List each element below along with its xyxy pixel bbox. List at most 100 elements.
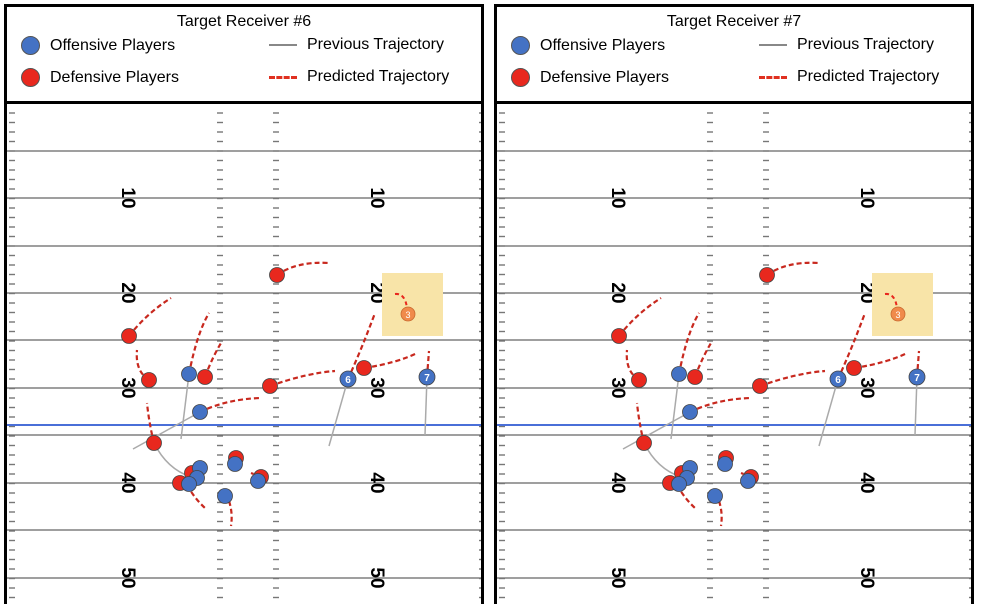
legend-offense: Offensive Players [511,36,665,55]
offensive-player [217,488,233,504]
defensive-player [269,267,285,283]
predicted-trajectory [717,500,723,527]
yard-number: 30 [856,377,877,398]
predicted-trajectory [766,261,820,276]
legend-offense: Offensive Players [21,36,175,55]
legend-defense: Defensive Players [21,68,179,87]
legend-label: Previous Trajectory [307,36,444,53]
offense-dot-icon [21,36,40,55]
defensive-player [687,369,703,385]
target-highlight-box [872,273,933,336]
target-jersey-number: 3 [895,310,900,320]
predicted-trajectory [759,369,826,388]
panel-receiver-6: Target Receiver #6 Offensive Players Def… [4,4,484,604]
legend-label: Predicted Trajectory [307,68,450,85]
predicted-trajectory [276,261,330,276]
panel-title: Target Receiver #7 [666,13,802,30]
defensive-player [636,435,652,451]
legend-label: Defensive Players [50,68,179,86]
jersey-number: 6 [345,375,351,386]
predicted-trajectory [394,292,408,309]
defensive-player [262,378,278,394]
previous-trajectory [914,376,918,436]
jersey-number: 7 [424,373,430,384]
panel-receiver-7: Target Receiver #7 Offensive Players Def… [494,4,974,604]
yard-number: 40 [117,472,138,493]
previous-trajectory [328,378,349,447]
offense-dot-icon [511,36,530,55]
jersey-number: 6 [835,375,841,386]
defensive-player [356,360,372,376]
target-player [400,306,416,322]
offensive-player [707,488,723,504]
offensive-player [829,370,847,388]
target-jersey-number: 3 [405,310,410,320]
defense-dot-icon [21,68,40,87]
defensive-player [752,378,768,394]
defensive-player [846,360,862,376]
previous-trajectory [424,376,428,436]
offensive-player [181,366,197,382]
legend-label: Previous Trajectory [797,36,934,53]
predicted-trajectory [269,369,336,388]
predicted-trajectory [689,396,752,413]
offensive-player [418,368,436,386]
yard-number: 40 [856,472,877,493]
offensive-player [339,370,357,388]
legend-header: Target Receiver #6 Offensive Players Def… [7,7,481,104]
defensive-player [197,369,213,385]
panel-title: Target Receiver #6 [176,13,312,30]
previous-trajectory [818,378,839,447]
previous-trajectory [132,411,201,450]
predicted-trajectory [363,352,418,370]
yard-number: 10 [117,187,138,208]
yard-number: 40 [607,472,628,493]
yard-number: 20 [366,282,387,303]
defensive-player [759,267,775,283]
legend-previous: Previous Trajectory [759,36,934,54]
yard-number: 10 [607,187,628,208]
defensive-player [146,435,162,451]
yard-number: 30 [117,377,138,398]
jersey-number: 7 [914,373,920,384]
yard-number: 30 [607,377,628,398]
solid-line-icon [759,44,787,46]
legend-label: Defensive Players [540,68,669,86]
offensive-player [671,476,687,492]
offensive-player [740,473,756,489]
yard-number: 20 [607,282,628,303]
legend-label: Offensive Players [540,36,666,54]
defensive-player [121,328,137,344]
predicted-trajectory [884,292,898,309]
offensive-player [671,366,687,382]
predicted-trajectory [187,312,210,375]
football-field: 10 10 20 20 30 30 40 40 50 50 6 7 3 [497,112,971,599]
yard-number: 20 [117,282,138,303]
previous-trajectory [622,411,691,450]
offensive-player [682,404,698,420]
predicted-trajectory [199,396,262,413]
solid-line-icon [269,44,297,46]
yard-number: 50 [366,567,387,588]
yard-number: 50 [856,567,877,588]
previous-trajectory [670,373,680,440]
legend-predicted: Predicted Trajectory [269,68,449,86]
legend-previous: Previous Trajectory [269,36,444,54]
previous-trajectory [180,373,190,440]
legend-label: Predicted Trajectory [797,68,940,85]
dashed-line-icon [759,75,787,79]
legend-label: Offensive Players [50,36,176,54]
defensive-player [611,328,627,344]
yard-number: 20 [856,282,877,303]
yard-number: 10 [366,187,387,208]
target-player [890,306,906,322]
predicted-trajectory [128,297,172,337]
yard-number: 40 [366,472,387,493]
defense-dot-icon [511,68,530,87]
offensive-player [227,456,243,472]
predicted-trajectory [677,312,700,375]
football-field: 10 10 20 20 30 30 40 40 50 50 6 7 3 [7,112,481,599]
predicted-trajectory [853,352,908,370]
offensive-player [192,404,208,420]
dashed-line-icon [269,75,297,79]
